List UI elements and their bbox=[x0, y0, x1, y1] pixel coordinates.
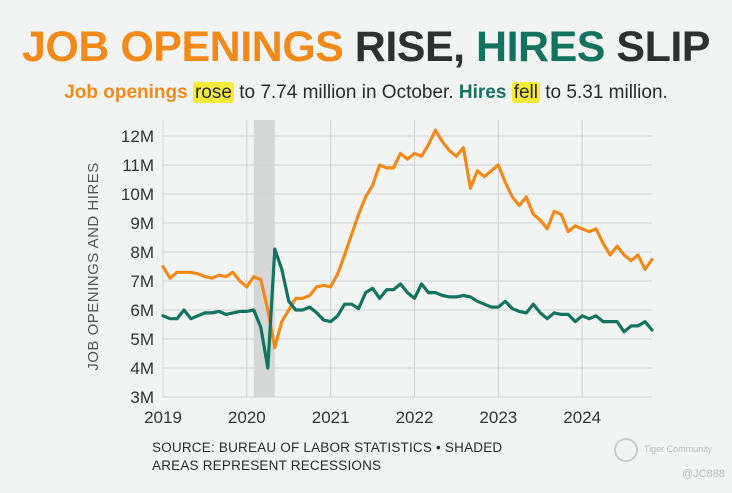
chart-subtitle: Job openings rose to 7.74 million in Oct… bbox=[0, 80, 732, 106]
y-tick-label: 5M bbox=[130, 330, 154, 349]
x-tick-label: 2024 bbox=[563, 408, 601, 427]
subtitle-rose-highlight: rose bbox=[192, 82, 234, 103]
y-tick-label: 7M bbox=[130, 272, 154, 291]
tiger-community-logo: Tiger Community @JC888 bbox=[612, 436, 727, 486]
headline-job-openings: JOB OPENINGS bbox=[21, 23, 344, 71]
tiger-logo-icon bbox=[614, 438, 638, 462]
x-tick-label: 2021 bbox=[312, 408, 350, 427]
source-line-2: AREAS REPRESENT RECESSIONS bbox=[152, 458, 382, 473]
logo-text: Tiger Community bbox=[644, 444, 713, 454]
y-tick-label: 4M bbox=[130, 359, 154, 378]
y-axis-title: JOB OPENINGS AND HIRES bbox=[85, 162, 102, 371]
chart-headline: JOB OPENINGS RISE, HIRES SLIP bbox=[0, 22, 732, 72]
y-tick-label: 10M bbox=[121, 185, 154, 204]
y-tick-label: 11M bbox=[122, 156, 154, 175]
y-tick-label: 3M bbox=[130, 388, 154, 407]
y-tick-label: 12M bbox=[121, 127, 154, 146]
x-tick-label: 2019 bbox=[144, 408, 182, 427]
series-line-job-openings bbox=[161, 128, 654, 350]
y-tick-label: 9M bbox=[130, 214, 154, 233]
x-tick-label: 2022 bbox=[396, 408, 434, 427]
series-line-hires bbox=[161, 247, 654, 370]
subtitle-fell-highlight: fell bbox=[511, 82, 540, 103]
subtitle-openings-value: to 7.74 million in October. bbox=[233, 82, 459, 103]
headline-slip: SLIP bbox=[604, 23, 710, 71]
y-tick-label: 6M bbox=[130, 301, 154, 320]
y-tick-label: 8M bbox=[130, 243, 154, 262]
subtitle-hires: Hires bbox=[458, 82, 507, 103]
source-line-1: SOURCE: BUREAU OF LABOR STATISTICS • SHA… bbox=[152, 440, 503, 455]
watermark: @JC888 bbox=[682, 468, 725, 480]
x-tick-label: 2020 bbox=[228, 408, 266, 427]
subtitle-hires-value: to 5.31 million. bbox=[540, 82, 668, 103]
source-note: SOURCE: BUREAU OF LABOR STATISTICS • SHA… bbox=[152, 439, 502, 475]
subtitle-job-openings: Job openings bbox=[64, 82, 188, 103]
x-tick-label: 2023 bbox=[479, 408, 517, 427]
headline-hires: HIRES bbox=[476, 23, 605, 71]
headline-rise: RISE, bbox=[343, 23, 477, 71]
